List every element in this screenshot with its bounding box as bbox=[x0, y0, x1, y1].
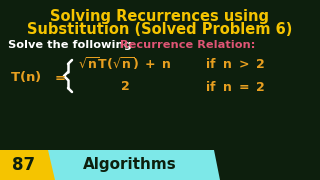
Text: Algorithms: Algorithms bbox=[83, 158, 177, 172]
Text: 87: 87 bbox=[12, 156, 36, 174]
Text: $\mathbf{=}$: $\mathbf{=}$ bbox=[52, 69, 66, 82]
Text: $\mathbf{2}$: $\mathbf{2}$ bbox=[120, 80, 130, 93]
Text: Substitution (Solved Problem 6): Substitution (Solved Problem 6) bbox=[27, 21, 293, 37]
Text: $\mathbf{T(n)}$: $\mathbf{T(n)}$ bbox=[10, 69, 42, 84]
Text: Solving Recurrences using: Solving Recurrences using bbox=[51, 8, 269, 24]
Text: $\mathbf{if\ \ n\ =\ 2}$: $\mathbf{if\ \ n\ =\ 2}$ bbox=[205, 80, 265, 94]
Text: $\mathbf{if\ \ n\ >\ 2}$: $\mathbf{if\ \ n\ >\ 2}$ bbox=[205, 57, 265, 71]
Polygon shape bbox=[0, 150, 55, 180]
Text: Solve the following: Solve the following bbox=[8, 40, 136, 50]
Text: $\mathbf{\sqrt{n}T(\sqrt{n})\ +\ n}$: $\mathbf{\sqrt{n}T(\sqrt{n})\ +\ n}$ bbox=[78, 56, 171, 72]
Text: Recurrence Relation:: Recurrence Relation: bbox=[120, 40, 255, 50]
Polygon shape bbox=[40, 150, 220, 180]
